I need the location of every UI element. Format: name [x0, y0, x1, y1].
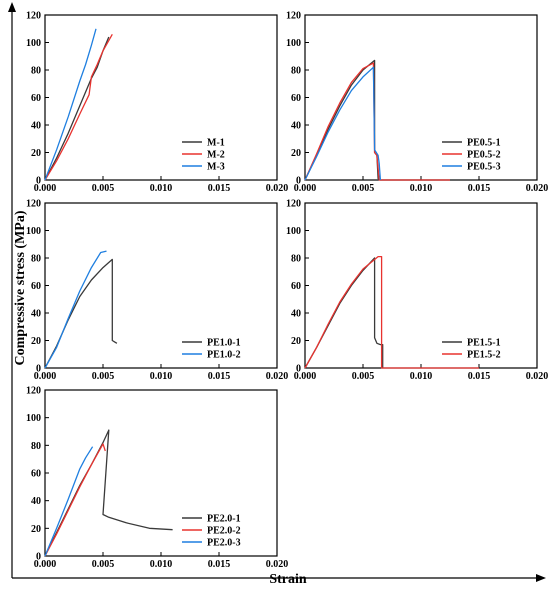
y-tick-label: 80 — [31, 66, 41, 77]
x-tick-label: 0.010 — [150, 559, 173, 570]
y-tick-label: 120 — [26, 11, 41, 22]
x-tick-label: 0.000 — [294, 183, 317, 194]
global-x-axis-title: Strain — [269, 572, 307, 587]
y-tick-label: 0 — [36, 552, 41, 563]
series-line-PE0.5-3 — [304, 66, 382, 181]
legend-label: PE2.0-3 — [207, 538, 241, 549]
y-tick-label: 80 — [291, 254, 301, 265]
legend-label: PE0.5-3 — [467, 162, 501, 173]
x-tick-label: 0.000 — [34, 183, 57, 194]
legend-label: PE0.5-1 — [467, 138, 501, 149]
y-tick-label: 0 — [296, 176, 301, 187]
x-tick-label: 0.020 — [266, 371, 289, 382]
global-x-arrowhead — [536, 574, 546, 582]
legend-label: PE2.0-2 — [207, 526, 241, 537]
x-tick-label: 0.000 — [34, 559, 57, 570]
panel-3: 0 20 40 60 80 100 120 0.000 0.005 0.010 0.015 0.020… — [26, 199, 288, 383]
plot-frame — [304, 202, 538, 369]
legend-label: PE1.0-2 — [207, 350, 241, 361]
series-line-PE0.5-2 — [304, 62, 450, 181]
y-tick-label: 0 — [36, 176, 41, 187]
y-tick-label: 120 — [286, 11, 301, 22]
x-tick-label: 0.015 — [468, 183, 491, 194]
y-tick-label: 100 — [26, 226, 41, 237]
panel-2: 0 20 40 60 80 100 120 0.000 0.005 0.010 0.015 0.020… — [286, 11, 548, 195]
x-tick-label: 0.010 — [410, 183, 433, 194]
y-tick-label: 100 — [286, 38, 301, 49]
x-tick-label: 0.005 — [92, 183, 115, 194]
y-tick-label: 20 — [291, 148, 301, 159]
legend-label: M-3 — [207, 162, 225, 173]
x-tick-label: 0.000 — [34, 371, 57, 382]
y-tick-label: 80 — [31, 441, 41, 452]
plot-frame — [44, 202, 278, 369]
legend-label: PE1.0-1 — [207, 338, 241, 349]
y-tick-label: 80 — [291, 66, 301, 77]
x-tick-label: 0.015 — [208, 183, 231, 194]
x-tick-label: 0.010 — [150, 371, 173, 382]
y-tick-label: 40 — [31, 121, 41, 132]
y-tick-label: 100 — [286, 226, 301, 237]
plot-frame — [44, 14, 278, 181]
series-line-PE2.0-1 — [44, 429, 173, 557]
y-tick-label: 40 — [291, 309, 301, 320]
y-tick-label: 40 — [31, 309, 41, 320]
plot-frame — [304, 14, 538, 181]
y-tick-label: 120 — [26, 199, 41, 210]
y-tick-label: 60 — [31, 469, 41, 480]
legend-label: PE1.5-2 — [467, 350, 501, 361]
series-line-M-3 — [44, 28, 97, 181]
y-tick-label: 60 — [31, 281, 41, 292]
x-tick-label: 0.005 — [352, 371, 375, 382]
legend-label: M-2 — [207, 150, 225, 161]
y-tick-label: 60 — [291, 93, 301, 104]
series-line-PE1.0-2 — [44, 250, 107, 369]
legend-label: PE0.5-2 — [467, 150, 501, 161]
y-tick-label: 120 — [286, 199, 301, 210]
y-tick-label: 20 — [31, 148, 41, 159]
x-tick-label: 0.005 — [352, 183, 375, 194]
x-tick-label: 0.005 — [92, 371, 115, 382]
y-tick-label: 0 — [296, 364, 301, 375]
x-tick-label: 0.015 — [468, 371, 491, 382]
y-tick-label: 60 — [31, 93, 41, 104]
y-tick-label: 100 — [26, 38, 41, 49]
y-tick-label: 20 — [31, 336, 41, 347]
series-line-M-2 — [44, 33, 113, 181]
series-line-PE2.0-2 — [44, 443, 106, 557]
panel-5: 0 20 40 60 80 100 120 0.000 0.005 0.010 0.015 0.020… — [26, 386, 288, 571]
y-tick-label: 20 — [31, 524, 41, 535]
plot-frame — [44, 389, 278, 557]
series-line-PE2.0-3 — [44, 446, 94, 557]
global-y-arrowhead — [8, 2, 16, 12]
y-tick-label: 60 — [291, 281, 301, 292]
x-tick-label: 0.020 — [266, 183, 289, 194]
legend-label: M-1 — [207, 138, 225, 149]
x-tick-label: 0.020 — [526, 183, 549, 194]
panel-1: 0 20 40 60 80 100 120 0.000 0.005 0.010 0.015 0.020… — [26, 11, 288, 195]
x-tick-label: 0.000 — [294, 371, 317, 382]
legend-label: PE2.0-1 — [207, 514, 241, 525]
y-tick-label: 40 — [31, 496, 41, 507]
y-tick-label: 20 — [291, 336, 301, 347]
legend-label: PE1.5-1 — [467, 338, 501, 349]
x-tick-label: 0.015 — [208, 371, 231, 382]
x-tick-label: 0.010 — [410, 371, 433, 382]
x-tick-label: 0.010 — [150, 183, 173, 194]
series-line-PE1.5-2 — [304, 255, 479, 369]
x-tick-label: 0.020 — [266, 559, 289, 570]
y-tick-label: 80 — [31, 254, 41, 265]
x-tick-label: 0.020 — [526, 371, 549, 382]
global-y-axis-title: Compressive stress (MPa) — [13, 210, 28, 365]
x-tick-label: 0.015 — [208, 559, 231, 570]
y-tick-label: 100 — [26, 413, 41, 424]
y-tick-label: 120 — [26, 386, 41, 397]
y-tick-label: 0 — [36, 364, 41, 375]
panel-4: 0 20 40 60 80 100 120 0.000 0.005 0.010 0.015 0.020… — [286, 199, 548, 383]
series-line-PE1.0-1 — [44, 258, 118, 369]
y-tick-label: 40 — [291, 121, 301, 132]
series-line-PE1.5-1 — [304, 257, 384, 369]
x-tick-label: 0.005 — [92, 559, 115, 570]
